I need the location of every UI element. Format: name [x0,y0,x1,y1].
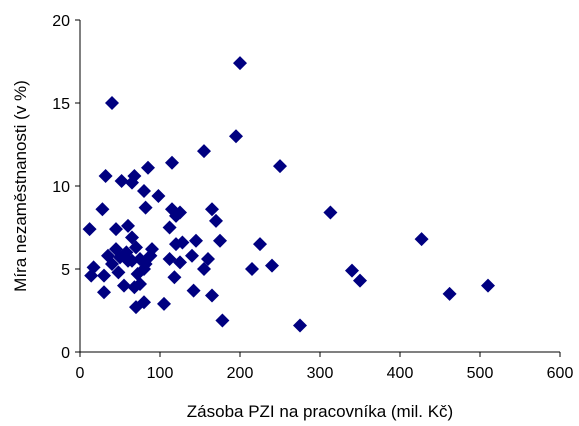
y-tick-label: 20 [52,13,70,30]
data-point [98,169,113,184]
x-tick-label: 600 [547,365,574,382]
data-point [197,144,211,159]
data-point [245,262,259,276]
data-point [345,263,359,278]
data-point [162,252,177,267]
data-point [205,202,219,217]
y-tick-label: 10 [52,179,70,196]
x-tick-label: 500 [467,365,494,382]
x-tick-label: 100 [147,365,174,382]
data-point [137,183,151,198]
data-point [114,174,129,189]
data-point [127,280,142,295]
data-point [215,313,230,328]
data-point [353,273,367,288]
data-point [293,318,307,333]
data-point [253,237,267,252]
data-point [189,233,203,248]
data-point [167,270,182,285]
x-tick-label: 200 [227,365,254,382]
data-point [111,265,126,280]
data-point [137,262,151,276]
data-point [97,285,111,300]
data-point [138,200,153,215]
data-point [125,175,139,190]
data-point [117,278,131,293]
data-point [109,222,123,237]
data-point [205,288,219,303]
data-point [129,300,143,315]
data-point [186,283,201,298]
data-point [125,253,139,268]
data-point [165,155,179,170]
data-point [157,296,171,311]
tick-labels: 0 100 200 300 400 500 600 0 5 10 15 20 [52,13,573,382]
x-axis-title: Zásoba PZI na pracovníka (mil. Kč) [187,402,453,421]
data-point [121,218,135,233]
axes [75,19,561,357]
data-point [233,56,247,71]
data-point [162,220,177,235]
data-point [141,160,155,175]
x-tick-label: 400 [387,365,414,382]
data-point [129,240,143,255]
data-point [414,232,429,247]
y-tick-label: 0 [61,345,70,362]
data-point [481,278,495,293]
data-point [97,268,111,283]
data-point [84,268,99,283]
data-point [442,286,457,301]
data-point [213,233,227,248]
data-point [173,205,187,220]
x-tick-label: 0 [76,365,85,382]
data-point [95,202,110,217]
data-point [323,205,338,220]
data-point [197,262,211,276]
data-point [273,159,287,174]
data-point [169,237,183,252]
x-tick-label: 300 [307,365,334,382]
y-tick-label: 5 [61,262,70,279]
data-point [173,255,187,270]
y-axis-title: Míra nezaměstnanosti (v %) [11,80,30,292]
data-point [265,258,279,273]
data-point [185,248,199,263]
data-point [151,188,166,203]
y-tick-label: 15 [52,96,70,113]
data-point [127,169,142,184]
data-point [105,96,119,110]
data-point [105,257,119,272]
data-point [209,213,223,228]
data-point [229,129,243,144]
data-point [82,222,97,237]
data-points [82,56,495,333]
